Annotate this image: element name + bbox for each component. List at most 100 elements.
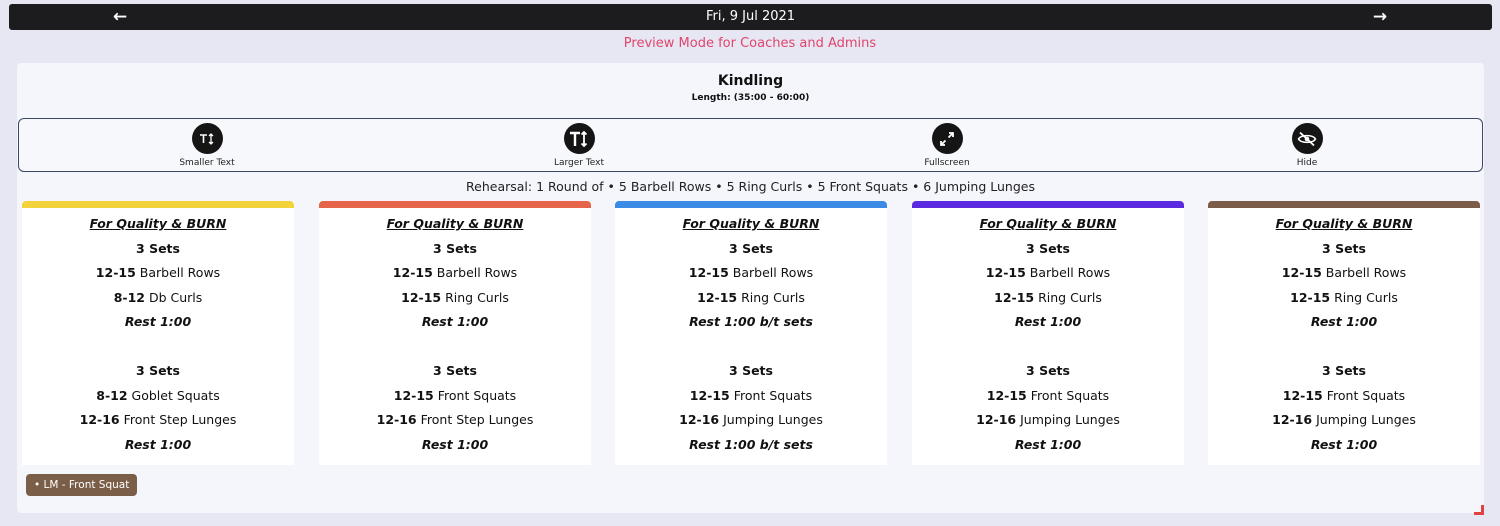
track-lines: For Quality & BURN 3 Sets 12-15 Barbell Ro… bbox=[615, 208, 887, 461]
exercise-name: Jumping Lunges bbox=[719, 412, 823, 427]
larger-text-button[interactable]: Larger Text bbox=[519, 123, 639, 168]
sets-line: 3 Sets bbox=[1208, 241, 1480, 266]
rest-text: Rest 1:00 bbox=[1310, 314, 1378, 329]
toolbar-label: Fullscreen bbox=[924, 158, 970, 168]
sets-line: 3 Sets bbox=[912, 241, 1184, 266]
exercise-name: Barbell Rows bbox=[1321, 265, 1407, 280]
toolbar-label: Smaller Text bbox=[179, 158, 235, 168]
track-header: For Quality & BURN bbox=[615, 216, 887, 241]
exercise-line: 12-15 Ring Curls bbox=[319, 290, 591, 315]
exercise-name: Db Curls bbox=[144, 289, 203, 305]
exercise-line: 12-15 Ring Curls bbox=[1208, 290, 1480, 315]
rest-line: Rest 1:00 b/t sets bbox=[615, 314, 887, 339]
rest-line: Rest 1:00 bbox=[22, 437, 294, 462]
track-color-stripe bbox=[615, 201, 887, 208]
exercise-line: 12-16 Jumping Lunges bbox=[1208, 412, 1480, 437]
exercise-name: Ring Curls bbox=[1330, 289, 1398, 305]
rep-range: 12-15 bbox=[95, 265, 136, 280]
exercise-name: Barbell Rows bbox=[1025, 265, 1111, 280]
fullscreen-button[interactable]: Fullscreen bbox=[887, 123, 1007, 168]
sets-line: 3 Sets bbox=[615, 363, 887, 388]
sets-line: 3 Sets bbox=[22, 241, 294, 266]
rep-range: 12-15 bbox=[994, 289, 1035, 305]
rest-text: Rest 1:00 bbox=[1014, 436, 1082, 452]
track-header-text: For Quality & BURN bbox=[682, 216, 820, 231]
rest-line: Rest 1:00 bbox=[22, 314, 294, 339]
rest-text: Rest 1:00 bbox=[421, 436, 489, 452]
exercise-line: 12-15 Front Squats bbox=[319, 388, 591, 413]
exercise-name: Ring Curls bbox=[1034, 289, 1102, 305]
exercise-line: 12-15 Barbell Rows bbox=[22, 265, 294, 290]
rest-line: Rest 1:00 bbox=[1208, 314, 1480, 339]
smaller-text-icon bbox=[200, 132, 214, 145]
track-header: For Quality & BURN bbox=[1208, 216, 1480, 241]
toolbar-label: Hide bbox=[1296, 158, 1318, 168]
track-lines: For Quality & BURN 3 Sets 12-15 Barbell Ro… bbox=[319, 208, 591, 461]
exercise-line: 12-15 Barbell Rows bbox=[1208, 265, 1480, 290]
exercise-line: 12-15 Front Squats bbox=[912, 388, 1184, 413]
track-card-red: For Quality & BURN 3 Sets 12-15 Barbell Ro… bbox=[319, 201, 591, 465]
track-header: For Quality & BURN bbox=[319, 216, 591, 241]
rest-text: Rest 1:00 bbox=[124, 314, 192, 329]
exercise-name: Ring Curls bbox=[441, 289, 509, 305]
exercise-line: 12-15 Ring Curls bbox=[615, 290, 887, 315]
exercise-line: 8-12 Goblet Squats bbox=[22, 388, 294, 413]
rest-text: Rest 1:00 b/t sets bbox=[689, 436, 813, 452]
exercise-name: Front Squats bbox=[433, 387, 517, 403]
track-card-blue: For Quality & BURN 3 Sets 12-15 Barbell Ro… bbox=[615, 201, 887, 465]
rest-text: Rest 1:00 bbox=[421, 314, 489, 329]
rest-text: Rest 1:00 b/t sets bbox=[689, 314, 813, 329]
rest-text: Rest 1:00 bbox=[1310, 436, 1378, 452]
rep-range: 12-15 bbox=[1282, 387, 1323, 403]
track-color-stripe bbox=[22, 201, 294, 208]
hide-button[interactable]: Hide bbox=[1247, 123, 1367, 168]
smaller-text-button[interactable]: Smaller Text bbox=[147, 123, 267, 168]
rest-line: Rest 1:00 b/t sets bbox=[615, 437, 887, 462]
track-header-text: For Quality & BURN bbox=[1275, 216, 1413, 231]
sets-text: 3 Sets bbox=[1026, 240, 1070, 256]
arrow-left-icon[interactable]: ← bbox=[112, 7, 128, 27]
exercise-line: 8-12 Db Curls bbox=[22, 290, 294, 315]
track-header: For Quality & BURN bbox=[912, 216, 1184, 241]
track-header: For Quality & BURN bbox=[22, 216, 294, 241]
sets-text: 3 Sets bbox=[1026, 363, 1070, 378]
movement-tag[interactable]: • LM - Front Squat bbox=[26, 474, 138, 496]
rep-range: 8-12 bbox=[96, 387, 128, 403]
sets-line: 3 Sets bbox=[22, 363, 294, 388]
sets-line: 3 Sets bbox=[1208, 363, 1480, 388]
exercise-line: 12-15 Ring Curls bbox=[912, 290, 1184, 315]
rep-range: 12-15 bbox=[689, 387, 730, 403]
exercise-name: Barbell Rows bbox=[135, 265, 221, 280]
rep-range: 12-15 bbox=[401, 289, 442, 305]
fullscreen-icon bbox=[940, 131, 954, 146]
track-lines: For Quality & BURN 3 Sets 12-15 Barbell Ro… bbox=[1208, 208, 1480, 461]
sets-text: 3 Sets bbox=[729, 363, 773, 378]
sets-line: 3 Sets bbox=[615, 241, 887, 266]
spacer-line bbox=[912, 339, 1184, 364]
track-card-brown: For Quality & BURN 3 Sets 12-15 Barbell Ro… bbox=[1208, 201, 1480, 465]
rep-range: 12-15 bbox=[393, 387, 434, 403]
rep-range: 12-15 bbox=[688, 265, 729, 280]
rep-range: 12-16 bbox=[79, 412, 120, 427]
preview-mode-notice: Preview Mode for Coaches and Admins bbox=[623, 36, 877, 51]
exercise-name: Front Step Lunges bbox=[119, 412, 237, 427]
toolbar-label: Larger Text bbox=[553, 158, 605, 168]
workout-length: Length: (35:00 - 60:00) bbox=[691, 93, 810, 103]
exercise-line: 12-15 Barbell Rows bbox=[615, 265, 887, 290]
exercise-line: 12-15 Barbell Rows bbox=[912, 265, 1184, 290]
track-header-text: For Quality & BURN bbox=[979, 216, 1117, 231]
exercise-name: Front Squats bbox=[1322, 387, 1406, 403]
rep-range: 12-15 bbox=[392, 265, 433, 280]
sets-text: 3 Sets bbox=[136, 240, 180, 256]
sets-line: 3 Sets bbox=[319, 241, 591, 266]
arrow-right-icon[interactable]: → bbox=[1372, 7, 1388, 27]
track-color-stripe bbox=[319, 201, 591, 208]
rest-text: Rest 1:00 bbox=[1014, 314, 1082, 329]
rep-range: 12-15 bbox=[1281, 265, 1322, 280]
workout-title: Kindling bbox=[717, 73, 784, 89]
display-toolbar: Smaller Text Larger Text Fullscreen bbox=[18, 118, 1483, 172]
track-color-stripe bbox=[912, 201, 1184, 208]
resize-corner-icon[interactable] bbox=[1474, 505, 1484, 515]
rep-range: 12-15 bbox=[985, 265, 1026, 280]
exercise-name: Front Squats bbox=[729, 387, 813, 403]
